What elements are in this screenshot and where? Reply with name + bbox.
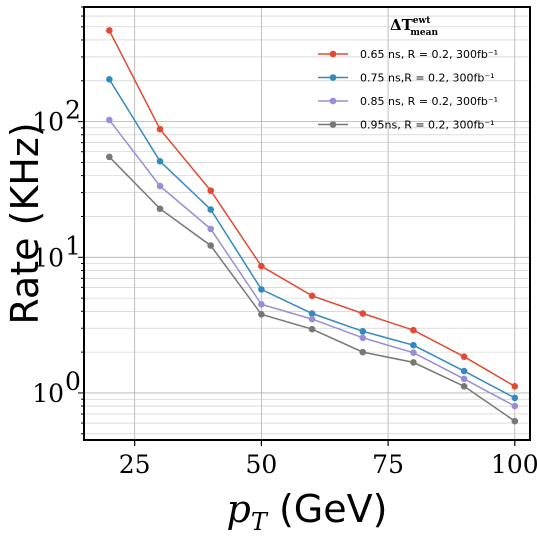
series-line — [108, 119, 516, 407]
legend-label: 0.95ns, R = 0.2, 300fb⁻¹ — [360, 119, 495, 132]
data-point — [460, 382, 468, 390]
data-point — [410, 326, 417, 334]
legend-items: 0.65 ns, R = 0.2, 300fb⁻¹ 0.75 ns,R = 0.2… — [318, 48, 498, 132]
legend-entry: 0.65 ns, R = 0.2, 300fb⁻¹ — [318, 48, 498, 61]
data-point — [410, 349, 417, 357]
data-point — [460, 353, 468, 361]
data-point — [207, 242, 215, 249]
series-line — [108, 156, 516, 422]
data-point — [359, 327, 367, 335]
data-point — [258, 286, 265, 293]
data-point — [207, 187, 215, 194]
legend-swatch-marker — [329, 74, 337, 81]
data-point — [207, 225, 215, 233]
legend-title-sup: ewt — [413, 16, 431, 26]
x-tick-label: 100 — [491, 450, 537, 479]
data-point — [156, 158, 164, 165]
data-point — [511, 402, 519, 410]
data-point — [359, 310, 367, 317]
series-3 — [106, 116, 519, 410]
series-4 — [106, 153, 519, 425]
data-point — [308, 310, 316, 317]
data-point — [359, 348, 367, 356]
data-point — [460, 375, 468, 383]
legend-entry: 0.95ns, R = 0.2, 300fb⁻¹ — [318, 119, 495, 132]
x-tick-label: 75 — [372, 450, 404, 479]
y-tick-label: 10 — [32, 243, 64, 272]
data-point — [156, 182, 164, 190]
y-tick-label: 10 — [32, 379, 64, 408]
data-point — [106, 27, 113, 34]
data-point — [207, 206, 215, 213]
data-point — [511, 382, 519, 390]
data-point — [258, 301, 265, 308]
y-tick-label: 10 — [32, 108, 64, 137]
legend-swatch-marker — [329, 121, 337, 128]
legend-swatch-marker — [329, 50, 337, 58]
series-2 — [106, 76, 519, 402]
y-axis-title: Rate (KHz) — [3, 122, 47, 324]
legend: ΔTewt mean 0.65 ns, R = 0.2, 300fb⁻¹ 0.75 … — [318, 16, 498, 132]
data-point — [258, 311, 265, 318]
legend-title: ΔTewt mean — [390, 16, 439, 38]
legend-entry: 0.85 ns, R = 0.2, 300fb⁻¹ — [318, 95, 498, 108]
data-point — [511, 417, 519, 425]
legend-swatch-marker — [329, 97, 337, 105]
data-point — [410, 359, 417, 366]
series-1 — [106, 27, 519, 390]
plot-frame — [83, 6, 531, 441]
y-tick-exponent: 1 — [65, 231, 81, 260]
x-tick-label: 25 — [119, 450, 151, 479]
legend-label: 0.85 ns, R = 0.2, 300fb⁻¹ — [360, 95, 498, 108]
legend-title-main: ΔT — [390, 16, 414, 34]
y-tick-exponent: 0 — [65, 367, 81, 396]
legend-entry: 0.75 ns,R = 0.2, 300fb⁻¹ — [318, 72, 495, 85]
data-point — [156, 205, 164, 213]
data-point — [308, 315, 316, 323]
data-point — [511, 394, 519, 402]
x-tick-label: 50 — [245, 450, 277, 479]
x-axis-title: pT (GeV) — [227, 487, 388, 536]
data-point — [258, 262, 265, 270]
x-axis-var: p — [227, 487, 251, 531]
data-point — [156, 125, 164, 133]
data-point — [359, 334, 367, 342]
series-group — [106, 27, 519, 425]
data-point — [460, 367, 468, 375]
legend-title-sub: mean — [410, 28, 438, 38]
data-point — [106, 76, 113, 83]
data-point — [308, 292, 316, 300]
y-tick-exponent: 2 — [65, 96, 81, 125]
legend-label: 0.75 ns,R = 0.2, 300fb⁻¹ — [360, 72, 495, 85]
data-point — [106, 116, 113, 124]
x-axis-var-sub: T — [251, 508, 269, 536]
data-point — [106, 153, 113, 161]
legend-label: 0.65 ns, R = 0.2, 300fb⁻¹ — [360, 48, 498, 61]
data-point — [308, 325, 316, 333]
x-axis-unit: (GeV) — [267, 487, 388, 531]
data-point — [410, 341, 417, 349]
